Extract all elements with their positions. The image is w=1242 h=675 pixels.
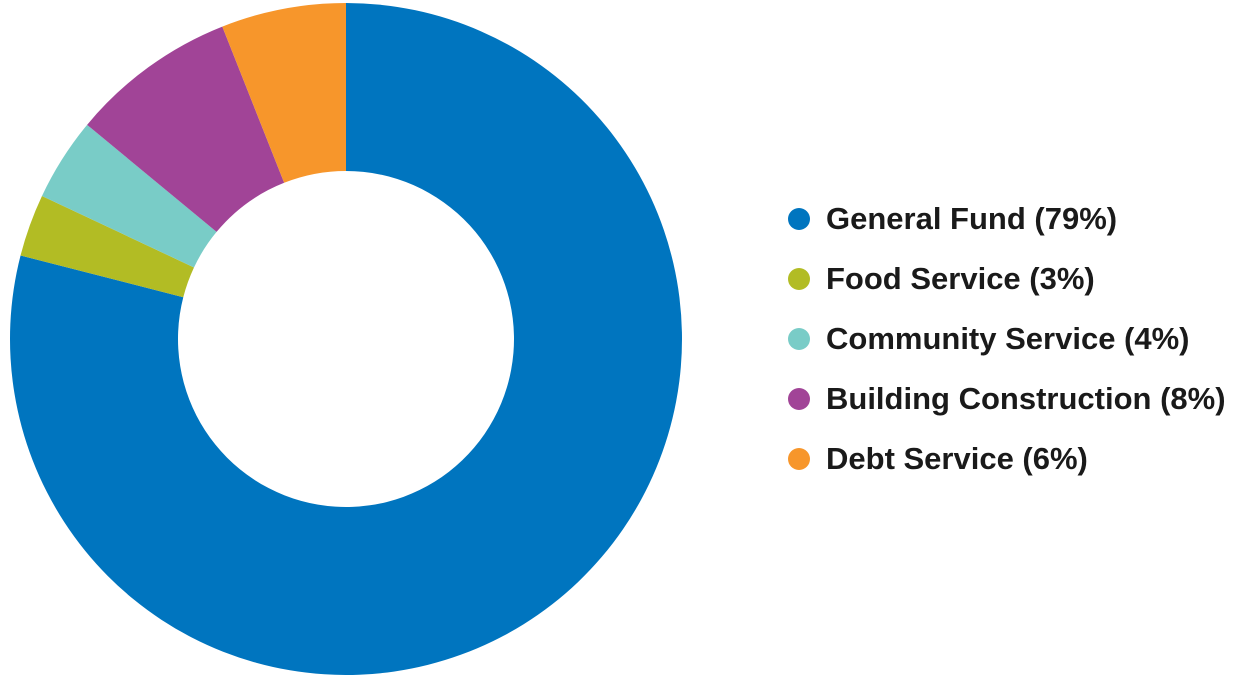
legend-label: Community Service (4%) [826,321,1190,356]
legend-label: Building Construction (8%) [826,381,1226,416]
donut-chart [10,2,682,675]
legend-item-building-construction: Building Construction (8%) [788,369,1226,429]
legend-swatch [788,448,810,470]
donut-slice-general-fund [10,3,682,675]
chart-legend: General Fund (79%) Food Service (3%) Com… [788,189,1226,489]
legend-swatch [788,208,810,230]
legend-item-general-fund: General Fund (79%) [788,189,1226,249]
legend-swatch [788,268,810,290]
legend-label: Food Service (3%) [826,261,1095,296]
donut-slice-debt-service [222,2,346,183]
legend-item-food-service: Food Service (3%) [788,249,1226,309]
legend-label: General Fund (79%) [826,201,1118,236]
legend-item-community-service: Community Service (4%) [788,309,1226,369]
legend-swatch [788,328,810,350]
donut-slice-community-service [41,124,217,268]
donut-slice-food-service [20,195,194,298]
legend-swatch [788,388,810,410]
donut-slice-building-construction [87,26,285,232]
legend-label: Debt Service (6%) [826,441,1088,476]
legend-item-debt-service: Debt Service (6%) [788,429,1226,489]
